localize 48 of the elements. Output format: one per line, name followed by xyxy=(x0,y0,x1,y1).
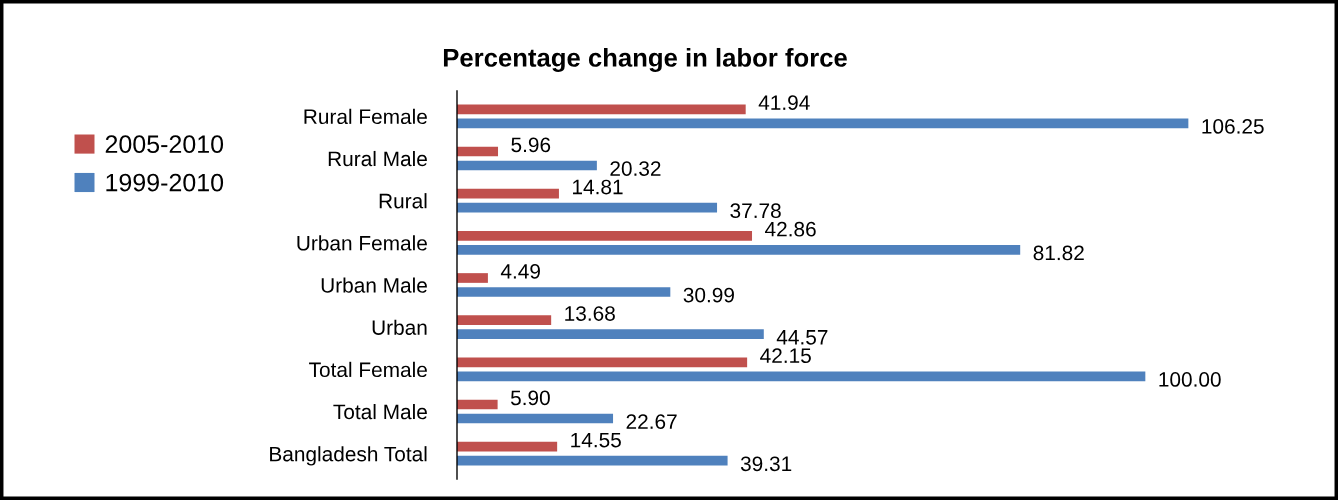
data-label: 100.00 xyxy=(1159,372,1221,387)
bar xyxy=(457,371,1146,382)
legend-label: 2005-2010 xyxy=(105,135,224,153)
bar xyxy=(457,413,614,424)
y-tick-label: Urban Male xyxy=(321,277,427,293)
data-label: 42.86 xyxy=(765,221,816,237)
bar xyxy=(457,244,1021,255)
data-label: 13.68 xyxy=(565,306,615,321)
bar xyxy=(457,315,552,326)
data-label: 44.57 xyxy=(776,330,828,345)
data-label: 39.31 xyxy=(740,456,792,472)
data-label: 42.15 xyxy=(760,348,811,364)
y-tick-label: Urban xyxy=(372,319,427,335)
y-tick-label: Bangladesh Total xyxy=(270,446,427,466)
bar xyxy=(457,329,764,340)
bar xyxy=(457,118,1189,129)
bar xyxy=(457,455,728,466)
data-label: 5.90 xyxy=(510,390,550,406)
bar xyxy=(457,287,671,297)
y-tick-label: Rural xyxy=(379,193,427,209)
y-tick-label: Urban Female xyxy=(297,235,427,251)
data-label: 41.94 xyxy=(758,95,810,111)
y-tick-label: Total Female xyxy=(309,361,427,378)
bar xyxy=(457,104,746,115)
bar xyxy=(457,230,753,241)
data-label: 14.55 xyxy=(571,432,621,448)
data-label: 20.32 xyxy=(610,161,661,176)
chart-title: Percentage change in labor force xyxy=(443,47,847,73)
data-label: 30.99 xyxy=(683,287,734,303)
bar xyxy=(457,188,559,199)
bar xyxy=(457,399,498,410)
data-label: 22.67 xyxy=(626,414,677,429)
bar xyxy=(457,160,597,171)
y-tick-label: Total Male xyxy=(333,403,427,420)
data-label: 81.82 xyxy=(1033,245,1084,261)
bar xyxy=(457,441,558,452)
data-label: 5.96 xyxy=(511,137,551,153)
bar xyxy=(457,273,488,283)
bar xyxy=(457,357,748,368)
data-label: 106.25 xyxy=(1202,119,1264,134)
bar xyxy=(457,202,718,213)
y-tick-label: Rural Female xyxy=(304,108,427,125)
data-label: 4.49 xyxy=(500,263,540,279)
bar xyxy=(457,146,499,157)
data-label: 37.78 xyxy=(730,203,781,219)
data-label: 14.81 xyxy=(573,179,623,195)
legend-label: 1999-2010 xyxy=(106,173,224,192)
y-tick-label: Rural Male xyxy=(328,150,427,167)
